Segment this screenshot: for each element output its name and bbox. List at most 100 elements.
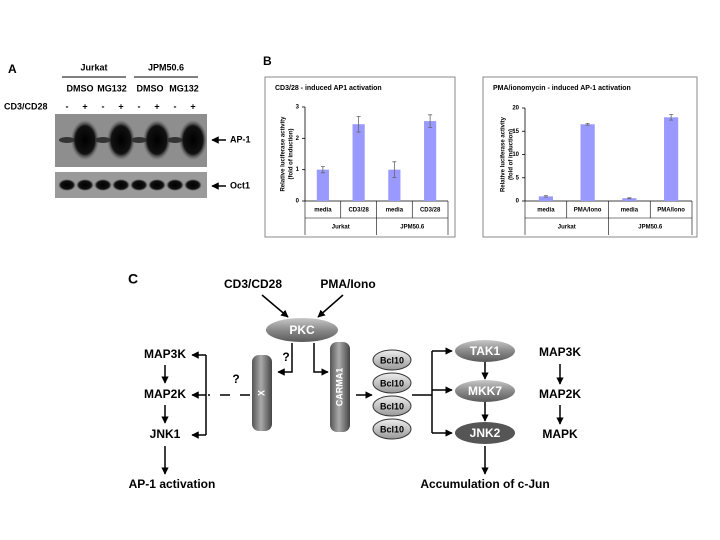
- arrow: [261, 294, 289, 318]
- x-tick-label: media: [537, 208, 555, 214]
- group-label: JPM50.6: [400, 225, 425, 231]
- bar: [538, 196, 553, 201]
- cascade-label: MAP2K: [144, 387, 186, 401]
- band: [148, 179, 166, 191]
- lane-label: +: [154, 101, 159, 111]
- panel-label: A: [8, 62, 17, 76]
- arrow: [277, 343, 293, 376]
- lane-label: -: [66, 101, 69, 111]
- y-axis-label: (fold of induction): [509, 129, 515, 180]
- band-label: Oct1: [230, 180, 250, 190]
- kinase-label: TAK1: [470, 344, 501, 358]
- x-tick-label: CD3/28: [348, 208, 369, 214]
- lane-label: -: [174, 101, 177, 111]
- panel-c: C CD3/CD28 PMA/Iono PKC ? ? X CARMA1 MAP…: [128, 271, 581, 491]
- panel-a: A Jurkat JPM50.6 DMSO MG132 DMSO MG132 C…: [4, 62, 251, 198]
- carma-label: CARMA1: [334, 368, 344, 407]
- lane-label: -: [138, 101, 141, 111]
- kinase-label: JNK2: [470, 426, 501, 440]
- band: [112, 179, 130, 191]
- bar: [316, 169, 329, 201]
- band: [94, 179, 112, 191]
- y-tick-label: 10: [512, 152, 519, 158]
- band: [184, 179, 202, 191]
- error-bar: [669, 114, 674, 121]
- y-tick-label: 1: [296, 167, 300, 173]
- bar: [424, 121, 437, 201]
- question: ?: [282, 350, 289, 364]
- bcl10-node: [372, 372, 412, 394]
- y-tick-label: 3: [296, 105, 300, 111]
- y-tick-label: 0: [296, 199, 300, 205]
- band: [71, 120, 99, 160]
- y-tick-label: 15: [512, 129, 519, 135]
- y-tick-label: 5: [516, 175, 520, 181]
- band: [167, 137, 183, 143]
- band: [59, 137, 75, 143]
- chart-title: CD3/28 - induced AP1 activation: [275, 85, 382, 92]
- x-node: [252, 355, 272, 431]
- kinase-node: [455, 340, 515, 362]
- error-bar: [428, 114, 433, 128]
- pkc-node: [266, 318, 338, 342]
- group-label: Jurkat: [332, 225, 350, 231]
- x-tick-label: media: [621, 208, 639, 214]
- band: [130, 179, 148, 191]
- group-label: JPM50.6: [638, 225, 663, 231]
- y-axis-label: Relative luciferase activity: [281, 116, 287, 192]
- lane-label: +: [118, 101, 123, 111]
- group-label: JPM50.6: [148, 62, 184, 72]
- band: [58, 179, 76, 191]
- bcl10-node: [372, 395, 412, 417]
- error-bar: [585, 122, 590, 126]
- lane-label: +: [190, 101, 195, 111]
- y-tick-label: 20: [512, 106, 519, 112]
- bcl10-label: Bcl10: [380, 424, 404, 434]
- error-bar: [543, 195, 548, 198]
- level-label: MAP2K: [539, 387, 581, 401]
- bcl10-label: Bcl10: [380, 355, 404, 365]
- bar: [580, 124, 595, 201]
- stimulus: CD3/CD28: [224, 277, 282, 291]
- group-label: Jurkat: [558, 225, 576, 231]
- output-label: Accumulation of c-Jun: [420, 477, 549, 491]
- bcl10-label: Bcl10: [380, 378, 404, 388]
- bar: [664, 117, 679, 201]
- stimulus-label: CD3/CD28: [4, 101, 48, 111]
- y-tick-label: 2: [296, 136, 300, 142]
- band-label: AP-1: [230, 134, 251, 144]
- chart-title: PMA/ionomycin - induced AP-1 activation: [493, 85, 631, 92]
- x-tick-label: PMA/Iono: [574, 208, 602, 214]
- bar: [388, 169, 401, 201]
- x-tick-label: media: [314, 208, 332, 214]
- y-axis-label: Relative luciferase activity: [501, 116, 507, 192]
- bcl10-node: [372, 418, 412, 440]
- arrow: [317, 294, 344, 318]
- carma-node: [330, 342, 350, 432]
- treatment-label: MG132: [97, 83, 127, 93]
- cascade-label: MAP3K: [144, 347, 186, 361]
- band: [76, 179, 94, 191]
- bcl10-label: Bcl10: [380, 401, 404, 411]
- level-label: MAP3K: [539, 345, 581, 359]
- cascade-label: JNK1: [150, 427, 181, 441]
- treatment-label: DMSO: [137, 83, 164, 93]
- stimulus: PMA/Iono: [320, 277, 375, 291]
- bar: [352, 124, 365, 201]
- error-bar: [392, 161, 397, 178]
- band: [107, 120, 135, 160]
- y-axis-label: (fold of induction): [289, 129, 295, 180]
- x-label: X: [256, 390, 266, 396]
- error-bar: [320, 166, 325, 174]
- treatment-label: MG132: [169, 83, 199, 93]
- pkc-label: PKC: [289, 323, 315, 337]
- band: [95, 137, 111, 143]
- panel-label: C: [128, 271, 138, 287]
- y-tick-label: 0: [516, 199, 520, 205]
- lane-label: +: [82, 101, 87, 111]
- group-label: Jurkat: [80, 62, 107, 72]
- panel-label: B: [263, 54, 272, 68]
- kinase-node: [455, 422, 515, 444]
- kinase-node: [455, 380, 515, 402]
